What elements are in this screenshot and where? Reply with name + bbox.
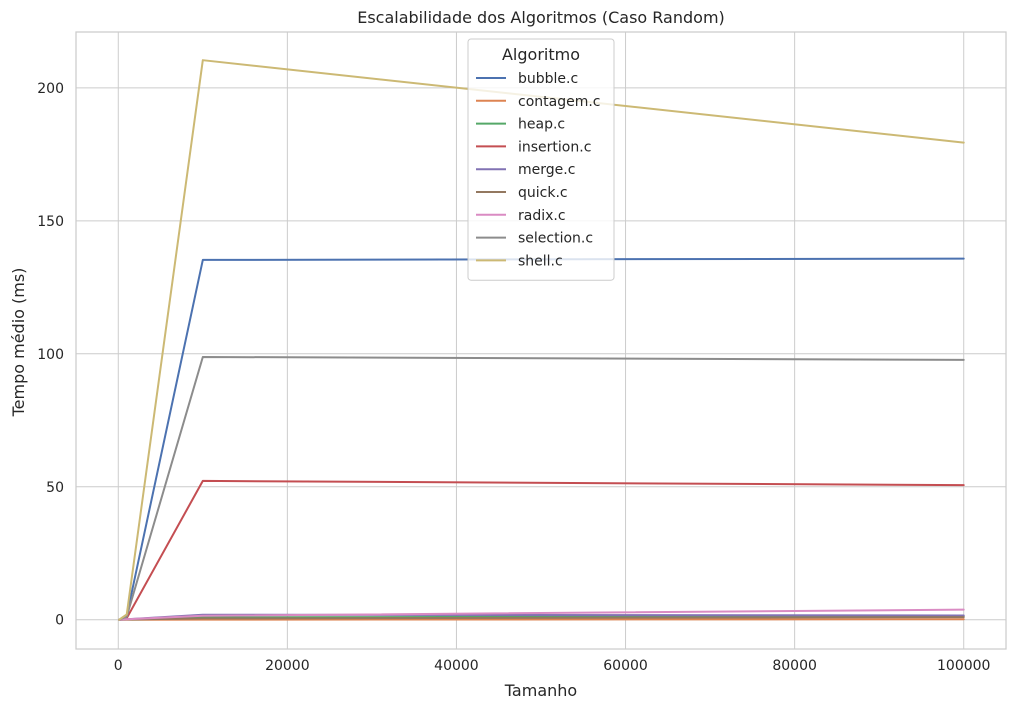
legend-item: heap.c [476, 117, 565, 133]
legend-label: insertion.c [518, 139, 591, 155]
y-tick-label: 200 [37, 81, 64, 97]
legend-item: merge.c [476, 162, 575, 178]
legend-box [467, 38, 615, 281]
legend-items: bubble.c contagem.c heap.c insertion.c merge… [476, 71, 601, 269]
legend-title: Algoritmo [502, 45, 580, 64]
legend-label: quick.c [518, 185, 568, 201]
legend-label: shell.c [518, 253, 563, 269]
legend-item: insertion.c [476, 139, 591, 155]
legend-item: shell.c [476, 253, 563, 269]
legend-item: selection.c [476, 231, 593, 247]
legend-item: quick.c [476, 185, 568, 201]
x-tick-label: 0 [114, 658, 123, 674]
y-tick-label: 150 [37, 214, 64, 230]
x-tick-label: 60000 [603, 658, 648, 674]
legend-label: heap.c [518, 117, 565, 133]
plot-frame [75, 31, 1007, 650]
legend: Algoritmo bubble.c contagem.c heap.c insert… [467, 38, 615, 281]
x-tick-label: 40000 [434, 658, 479, 674]
legend-label: selection.c [518, 231, 593, 247]
x-axis-title: Tamanho [504, 681, 577, 700]
x-tick-label: 80000 [772, 658, 817, 674]
y-tick-label: 50 [46, 480, 64, 496]
x-tick-label: 100000 [937, 658, 990, 674]
legend-label: merge.c [518, 162, 575, 178]
legend-label: radix.c [518, 208, 566, 224]
x-tick-label: 20000 [265, 658, 310, 674]
y-axis-title: Tempo médio (ms) [9, 268, 28, 418]
legend-item: bubble.c [476, 71, 578, 87]
legend-item: contagem.c [476, 94, 601, 110]
legend-label: bubble.c [518, 71, 578, 87]
legend-item: radix.c [476, 208, 566, 224]
tick-labels: 0 20000 40000 60000 80000 100000 0 50 100 150 200 [37, 81, 990, 674]
legend-label: contagem.c [518, 94, 601, 110]
y-tick-label: 100 [37, 347, 64, 363]
chart-title: Escalabilidade dos Algoritmos (Caso Rand… [357, 8, 725, 27]
series-line-radix-c [118, 608, 965, 621]
y-tick-label: 0 [55, 613, 64, 629]
